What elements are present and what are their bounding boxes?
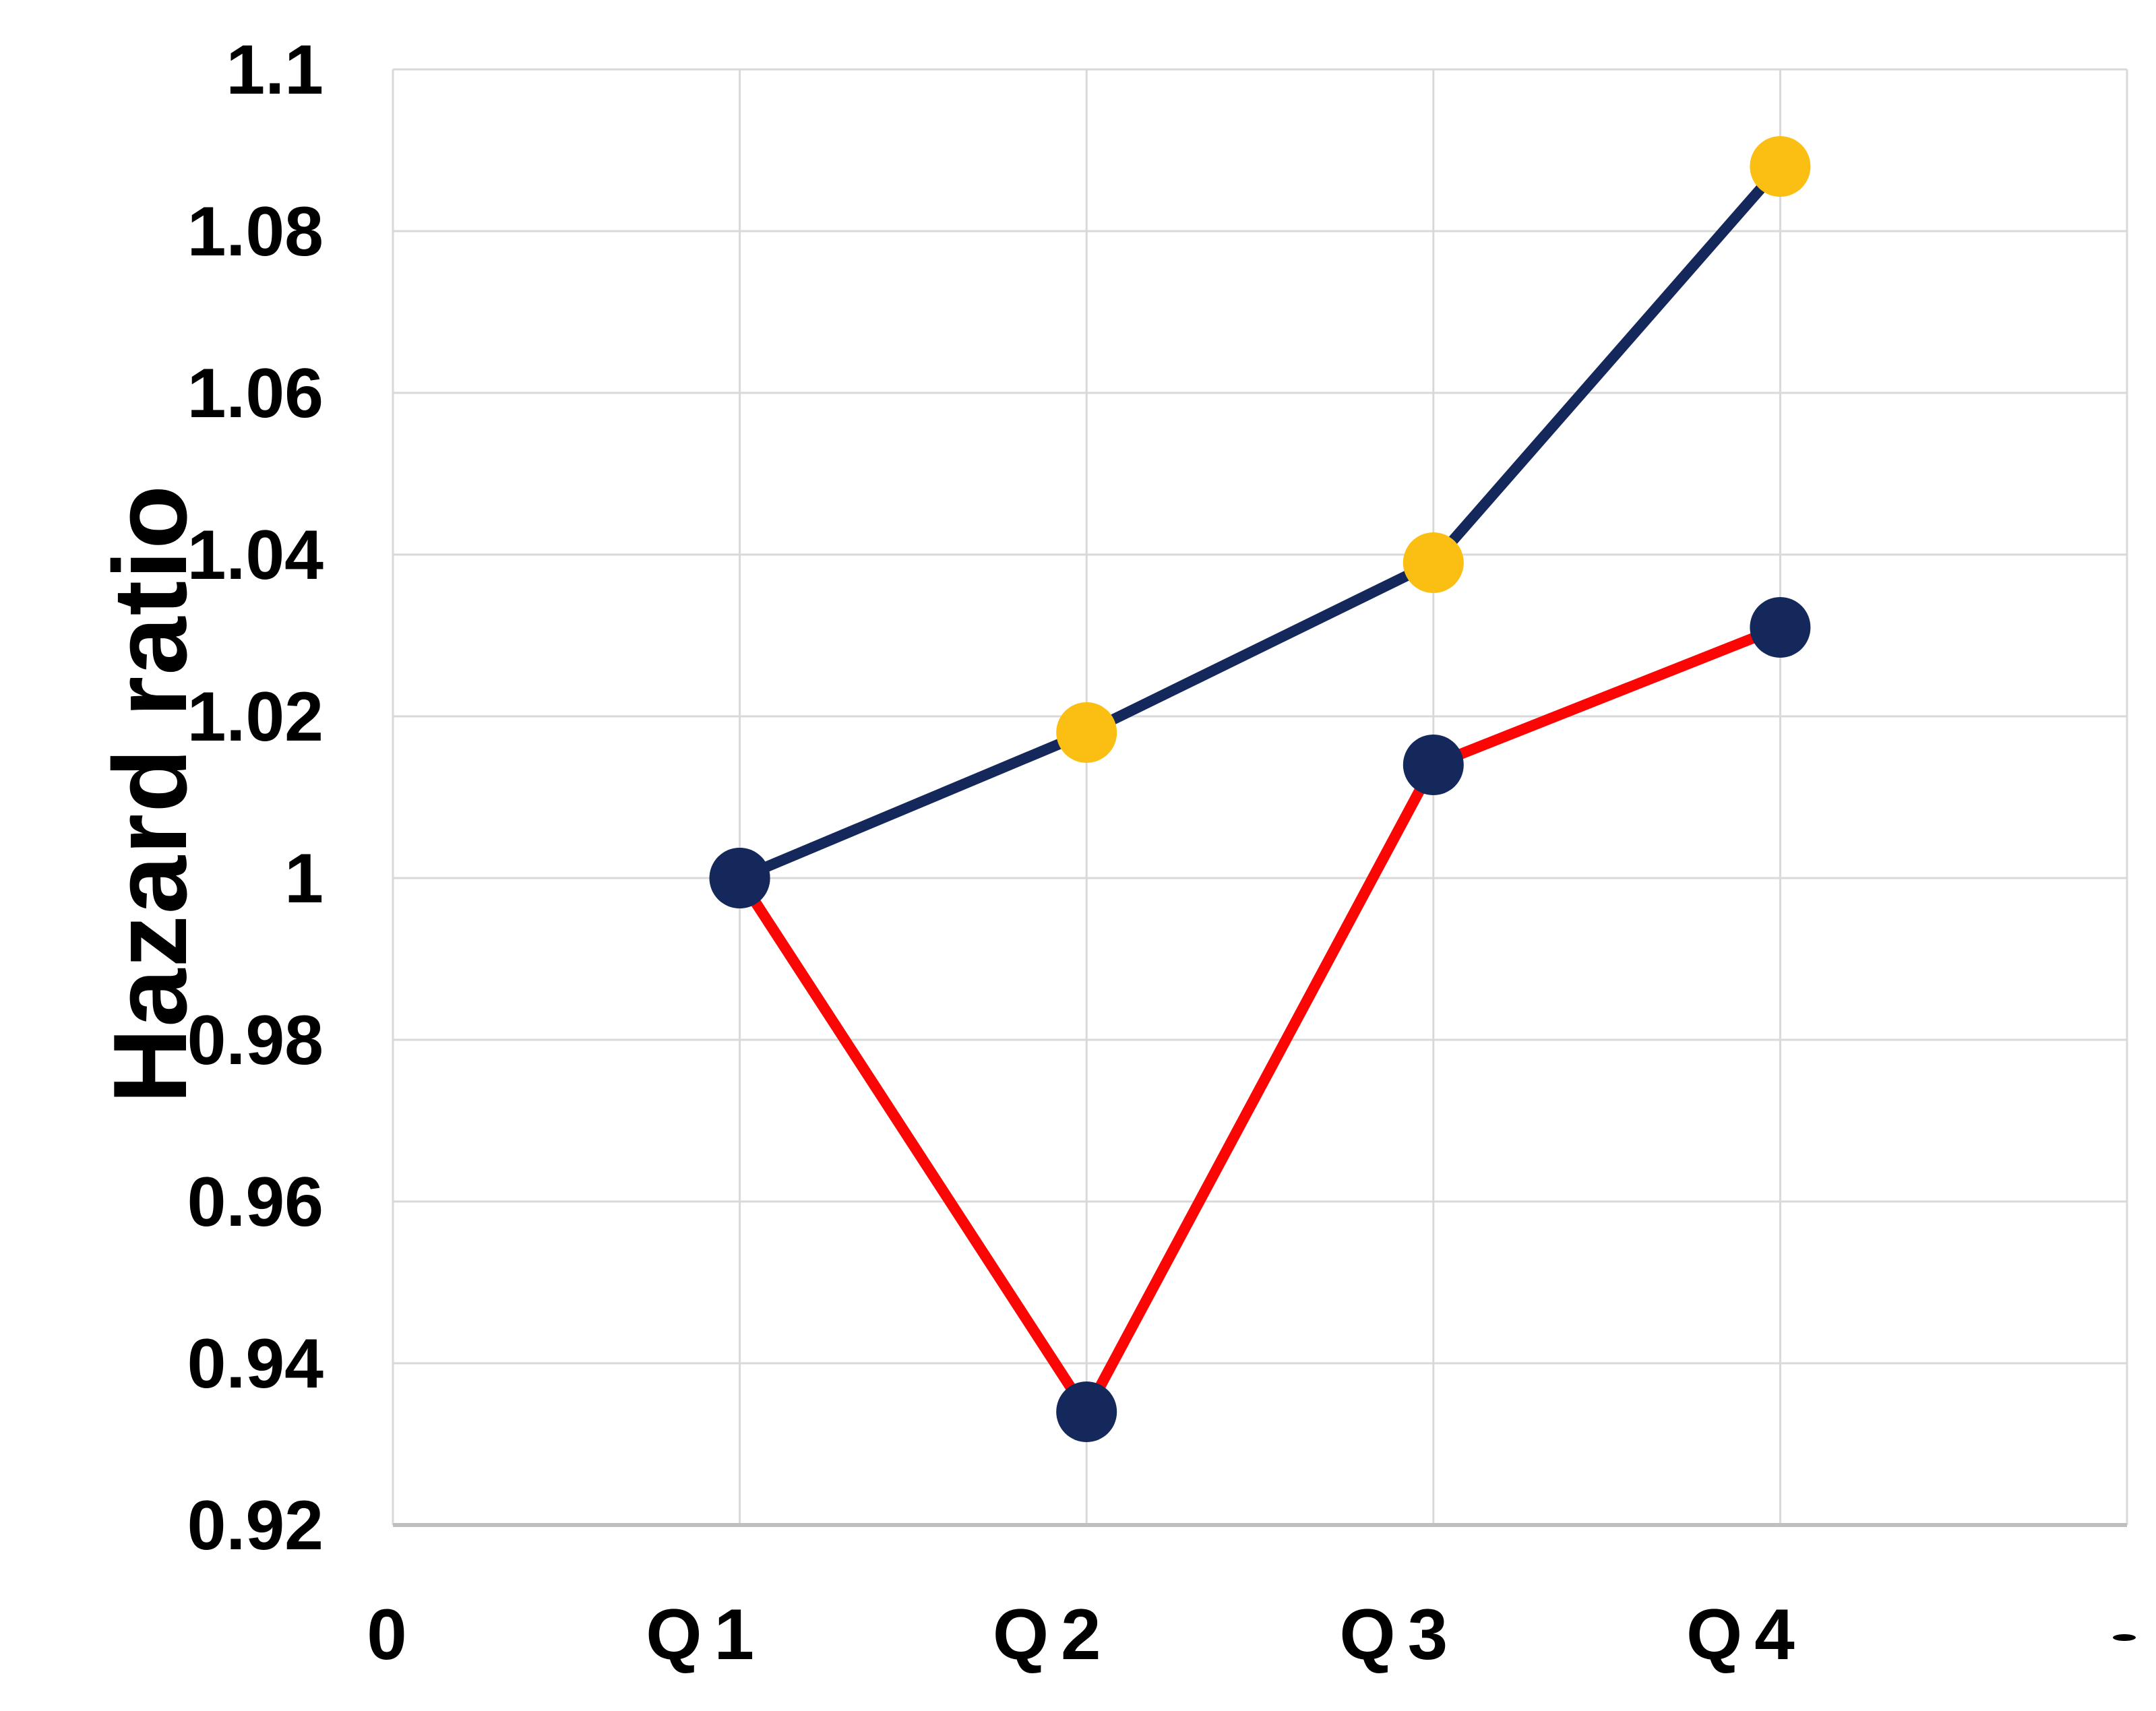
lower-red-series-marker bbox=[1056, 1381, 1117, 1442]
y-tick-label: 1.06 bbox=[187, 354, 324, 433]
upper-navy-series-marker bbox=[1056, 702, 1117, 763]
x-tick-label: Q2 bbox=[993, 1594, 1113, 1675]
hazard-ratio-line-chart: Hazard ratio 1.1 1.08 1.06 1.04 1.02 1 0.98 0.9… bbox=[27, 11, 2156, 1700]
line-chart-canvas: 1.1 1.08 1.06 1.04 1.02 1 0.98 0.96 0.94 0.92 0 Q1 Q… bbox=[187, 31, 2136, 1675]
x-tick-label: Q3 bbox=[1339, 1594, 1460, 1675]
upper-navy-series-marker bbox=[1403, 532, 1464, 593]
y-tick-label: 1.04 bbox=[187, 516, 324, 594]
upper-navy-series-marker bbox=[709, 848, 770, 908]
y-tick-label: 1.1 bbox=[226, 31, 324, 109]
x-tick-label: 0 bbox=[367, 1594, 419, 1675]
lower-red-series-marker bbox=[1750, 597, 1811, 658]
y-tick-label: 0.96 bbox=[187, 1163, 324, 1241]
y-tick-label: 1.08 bbox=[187, 193, 324, 271]
y-tick-label: 1.02 bbox=[187, 678, 324, 756]
lower-red-series-line bbox=[735, 622, 1783, 1417]
y-tick-label: 0.92 bbox=[187, 1487, 324, 1565]
upper-navy-series-marker bbox=[1750, 136, 1811, 197]
clipped-glyph-artifact bbox=[2113, 1634, 2136, 1641]
lower-red-series-marker bbox=[1403, 735, 1464, 795]
x-tick-label: Q1 bbox=[646, 1594, 766, 1675]
y-tick-label: 1 bbox=[284, 840, 324, 918]
y-tick-label: 0.98 bbox=[187, 1001, 324, 1080]
upper-navy-series-line bbox=[737, 162, 1785, 883]
x-tick-label: Q4 bbox=[1686, 1594, 1807, 1675]
y-tick-label: 0.94 bbox=[187, 1325, 324, 1403]
